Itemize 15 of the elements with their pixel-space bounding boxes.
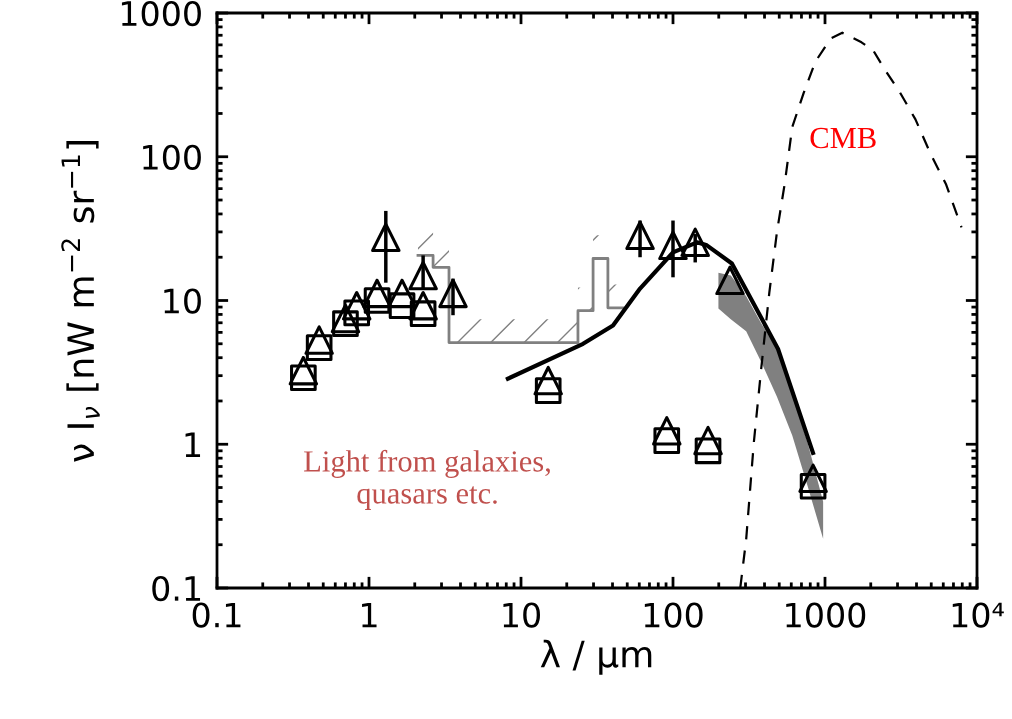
annotation: Light from galaxies, quasars etc. [304,449,550,510]
x-tick-label: 0.1 [192,602,241,628]
x-tick-label: 10 [503,602,540,628]
y-tick-label: 10 [164,288,201,314]
x-tick-label: 10⁴ [952,602,1004,628]
x-axis-title: λ / μm [540,639,652,675]
x-tick-label: 1 [362,602,377,628]
y-tick-label: 0.1 [152,575,201,602]
y-tick-label: 1000 [121,0,201,27]
x-tick-label: 1000 [786,602,866,628]
y-tick-label: 1 [185,432,201,457]
x-tick-label: 100 [644,602,703,628]
annotation: CMB [810,127,876,149]
y-tick-label: 100 [143,144,201,170]
y-axis-title: ν I$_{ν}$ [nW m$^{−2}$ sr$^{−1}$] [61,141,100,462]
